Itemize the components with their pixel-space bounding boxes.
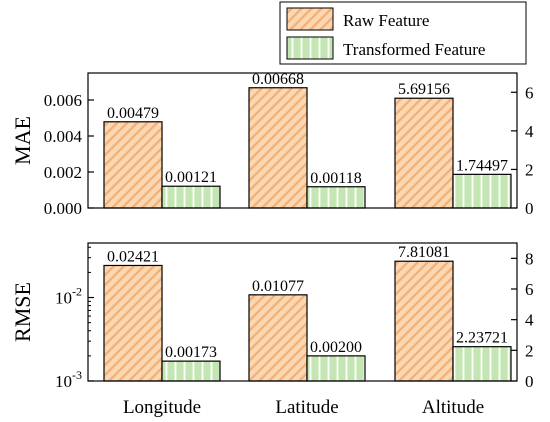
bar-mae-longitude-transformed xyxy=(161,185,221,209)
legend-label-transformed: Transformed Feature xyxy=(343,40,485,59)
data-label-rmse-longitude-transformed: 0.00173 xyxy=(165,344,217,361)
panel-mae: 0.00479 0.00121 0.00668 0.00118 5.69156 1.744… xyxy=(10,71,534,218)
data-label-mae-altitude-raw: 5.69156 xyxy=(398,81,450,98)
bar-mae-altitude-transformed xyxy=(452,173,512,209)
bar-mae-latitude-raw xyxy=(248,87,308,209)
plot-frame xyxy=(87,242,518,382)
data-label-rmse-altitude-transformed: 2.23721 xyxy=(456,330,508,347)
bar-mae-longitude-raw xyxy=(103,121,163,209)
legend: Raw Feature Transformed Feature xyxy=(279,1,527,65)
data-label-mae-longitude-raw: 0.00479 xyxy=(107,105,159,122)
bar-rmse-longitude-raw xyxy=(103,264,163,382)
data-label-mae-longitude-transformed: 0.00121 xyxy=(165,169,217,186)
x-tick-label-latitude: Latitude xyxy=(275,397,338,418)
y-axis-label-rmse: RMSE xyxy=(10,282,35,342)
right-tick-label: 0 xyxy=(525,372,534,391)
right-tick-label: 6 xyxy=(525,83,534,102)
bar-mae-altitude-raw xyxy=(394,97,454,209)
bar-mae-latitude-transformed xyxy=(306,186,366,209)
x-tick-label-altitude: Altitude xyxy=(422,397,484,418)
panel-rmse: 0.02421 0.00173 0.01077 0.00200 7.81081 2.237… xyxy=(10,242,534,391)
y-axis-label-mae: MAE xyxy=(10,116,35,165)
right-tick-label: 4 xyxy=(525,311,534,330)
data-label-rmse-latitude-raw: 0.01077 xyxy=(252,278,304,295)
left-tick-label: 0.000 xyxy=(44,199,82,218)
right-tick-label: 4 xyxy=(525,122,534,141)
bar-rmse-longitude-transformed xyxy=(161,360,221,382)
bar-rmse-latitude-transformed xyxy=(306,355,366,382)
x-tick-label-longitude: Longitude xyxy=(123,397,201,418)
data-label-mae-altitude-transformed: 1.74497 xyxy=(456,157,508,174)
legend-swatch-transformed xyxy=(286,36,334,60)
bar-rmse-altitude-raw xyxy=(394,260,454,382)
data-label-rmse-longitude-raw: 0.02421 xyxy=(107,248,159,265)
left-tick-label: 0.002 xyxy=(44,163,82,182)
left-tick-label: 0.004 xyxy=(44,127,83,146)
data-label-rmse-altitude-raw: 7.81081 xyxy=(398,244,450,261)
right-tick-label: 2 xyxy=(525,341,534,360)
data-label-mae-latitude-raw: 0.00668 xyxy=(252,71,304,88)
right-tick-label: 0 xyxy=(525,199,534,218)
right-tick-label: 2 xyxy=(525,160,534,179)
bar-rmse-latitude-raw xyxy=(248,294,308,382)
data-label-rmse-latitude-transformed: 0.00200 xyxy=(310,339,362,356)
left-tick-label: 0.006 xyxy=(44,91,82,110)
right-tick-label: 6 xyxy=(525,280,534,299)
left-tick-label: 10-3 xyxy=(55,368,82,391)
plot-frame xyxy=(87,72,518,209)
chart-panels: 0.004790.001210.006680.001185.691561.744… xyxy=(10,71,534,418)
right-tick-label: 8 xyxy=(525,249,534,268)
legend-label-raw: Raw Feature xyxy=(343,11,429,30)
left-tick-label: 10-2 xyxy=(55,285,82,308)
data-label-mae-latitude-transformed: 0.00118 xyxy=(310,170,361,187)
bar-rmse-altitude-transformed xyxy=(452,346,512,382)
legend-swatch-raw xyxy=(286,7,334,31)
